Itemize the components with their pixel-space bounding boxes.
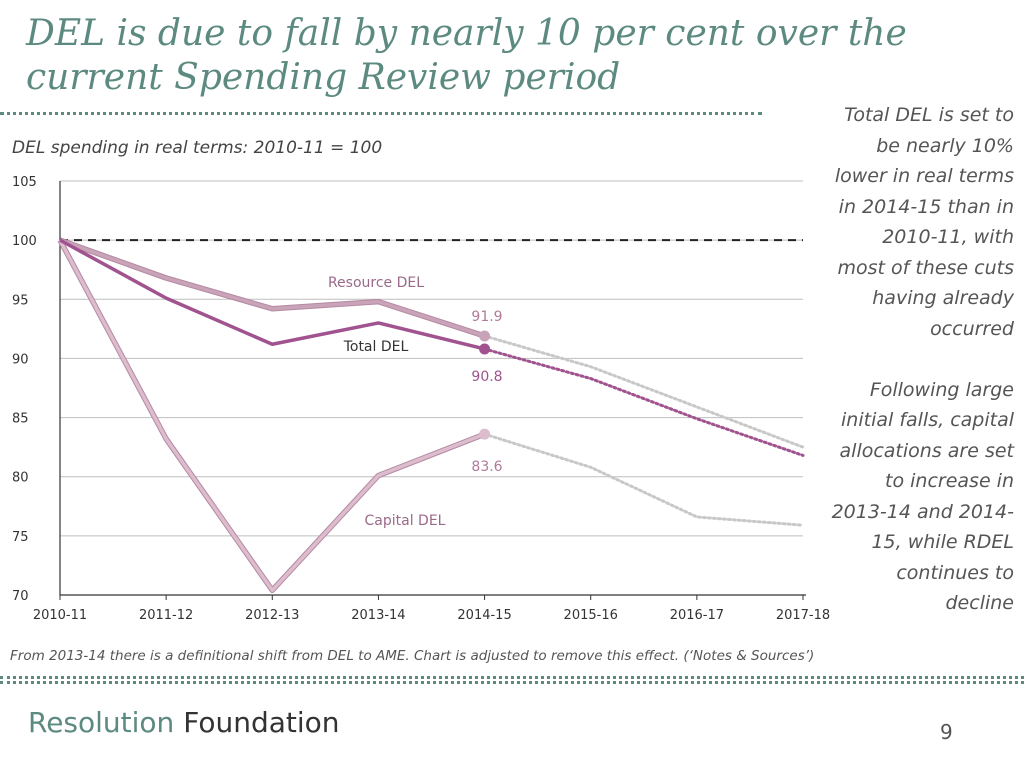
brand-logo: Resolution Foundation — [28, 706, 340, 739]
resource-del-line — [59, 238, 486, 338]
x-tick-label-2012-13: 2012-13 — [245, 608, 299, 623]
capital-del-end-marker — [479, 428, 491, 440]
y-tick-label-85: 85 — [12, 412, 29, 427]
resource-del-projection-line — [483, 334, 805, 449]
x-tick-label-2011-12: 2011-12 — [139, 608, 193, 623]
x-tick-label-2014-15: 2014-15 — [457, 608, 511, 623]
del-chart: DEL spending in real terms: 2010-11 = 10… — [12, 138, 830, 623]
total-del-name-label: Total DEL — [343, 339, 409, 355]
total-del-value-label: 90.8 — [471, 369, 502, 385]
y-tick-label-70: 70 — [12, 589, 29, 604]
capital-del-line — [58, 239, 486, 593]
x-tick-label-2013-14: 2013-14 — [351, 608, 405, 623]
slide-title: DEL is due to fall by nearly 10 per cent… — [26, 13, 907, 98]
resource-del-value-label: 91.9 — [471, 309, 502, 325]
y-tick-label-90: 90 — [12, 352, 29, 367]
capital-del-name-label: Capital DEL — [365, 513, 446, 529]
y-tick-label-75: 75 — [12, 530, 29, 545]
total-del-projection-line — [483, 347, 805, 457]
brand-part-2: Foundation — [183, 706, 340, 739]
chart-footnote: From 2013-14 there is a definitional shi… — [10, 648, 815, 664]
footer-divider-1 — [0, 676, 1024, 679]
y-tick-label-105: 105 — [12, 175, 37, 190]
footer-divider-2 — [0, 681, 1024, 684]
y-tick-label-80: 80 — [12, 471, 29, 486]
page-number: 9 — [940, 720, 953, 744]
capital-del-line-outline — [57, 238, 486, 594]
y-tick-label-100: 100 — [12, 234, 37, 249]
brand-part-1: Resolution — [28, 706, 175, 739]
resource-del-name-label: Resource DEL — [328, 275, 424, 291]
x-tick-label-2017-18: 2017-18 — [776, 608, 830, 623]
resource-del-end-marker — [479, 330, 491, 342]
title-divider — [0, 112, 762, 115]
commentary-total-del: Total DEL is set to be nearly 10% lower … — [834, 104, 1014, 340]
capital-del-projection-line — [483, 432, 805, 527]
y-tick-label-95: 95 — [12, 293, 29, 308]
commentary-capital-del: Following large initial falls, capital a… — [831, 378, 1014, 615]
chart-title: DEL spending in real terms: 2010-11 = 10… — [12, 138, 382, 158]
capital-del-value-label: 83.6 — [471, 459, 502, 475]
total-del-end-marker — [479, 343, 491, 355]
x-tick-label-2010-11: 2010-11 — [33, 608, 87, 623]
x-tick-label-2015-16: 2015-16 — [564, 608, 618, 623]
side-commentary: Total DEL is set to be nearly 10% lower … — [829, 100, 1014, 619]
total-del-line — [59, 238, 485, 351]
x-tick-label-2016-17: 2016-17 — [670, 608, 724, 623]
